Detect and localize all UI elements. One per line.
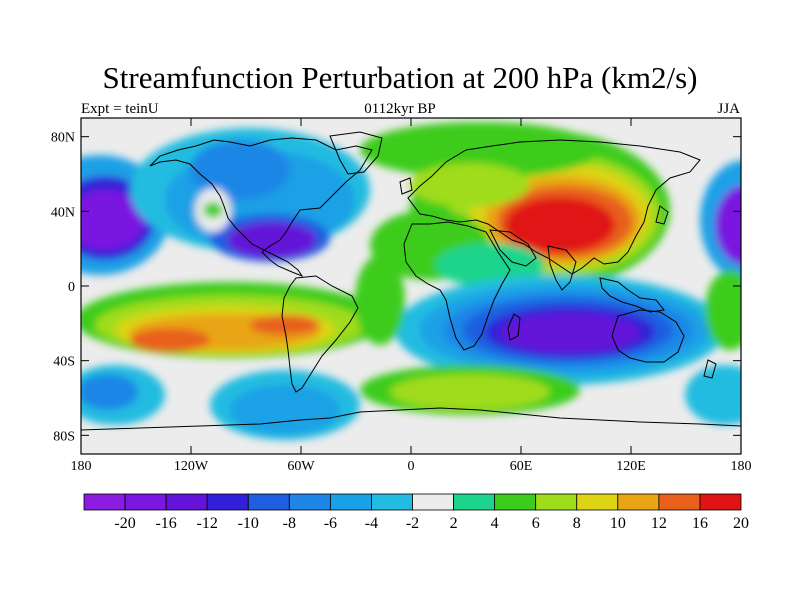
asia-high-red	[505, 197, 615, 253]
colorbar-level-label: -16	[155, 515, 176, 532]
time-label: 0112kyr BP	[364, 101, 436, 117]
map-title: Streamfunction Perturbation at 200 hPa (…	[102, 60, 698, 95]
lon-tick-label: 60E	[510, 459, 533, 474]
colorbar-swatch	[371, 493, 413, 511]
lat-tick-label: 40N	[51, 205, 75, 220]
colorbar-swatch	[247, 493, 290, 511]
colorbar-level-label: -20	[114, 515, 135, 532]
colorbar: -20 -16 -12 -10 -8 -6 -4 -2 2 4 6 8 10 12 16 20	[83, 493, 749, 532]
colorbar-swatch	[453, 493, 496, 511]
caribbean-deep	[227, 222, 317, 258]
lon-tick-label: 120W	[174, 459, 209, 474]
sh-pac-darkorange-east	[250, 315, 320, 335]
coastline-india	[547, 245, 577, 291]
canada-blue	[190, 140, 290, 200]
europe-yellowgreen	[410, 163, 530, 207]
colorbar-level-label: -12	[197, 515, 218, 532]
sh-pac-darkorange-west	[130, 328, 210, 352]
colorbar-swatch	[329, 493, 372, 511]
coastline-eurasia	[407, 139, 701, 275]
colorbar-level-label: 10	[610, 515, 626, 532]
coastline-british-isles	[399, 177, 413, 195]
experiment-label: Expt = teinU	[81, 101, 159, 117]
map-plot-area	[81, 118, 741, 454]
se-pac-low-blue	[685, 365, 741, 425]
lat-tick-label: 80S	[53, 429, 75, 444]
colorbar-level-label: -4	[365, 515, 378, 532]
npac-low-east-purple	[715, 185, 741, 265]
sio-high-yellowgreen	[390, 374, 550, 410]
colorbar-level-label: -10	[238, 515, 259, 532]
colorbar-swatch	[83, 493, 126, 511]
colorbar-level-label: -2	[406, 515, 419, 532]
colorbar-swatch	[617, 493, 660, 511]
coastline-southeast-asia	[599, 277, 665, 313]
lon-tick-label: 0	[408, 459, 415, 474]
coastlines	[81, 131, 741, 431]
npac-low-east-blue	[700, 160, 741, 280]
coastline-south-america	[281, 275, 359, 393]
colorbar-swatch	[412, 493, 454, 511]
season-label: JJA	[717, 101, 740, 117]
coastline-greenland	[329, 131, 383, 175]
coastline-japan	[655, 205, 669, 225]
axis-ticks: 80N 40N 0 40S 80S 180 120W 60W 0 60E 120E 180	[51, 118, 752, 474]
colorbar-level-label: -6	[324, 515, 337, 532]
sio-low-purple	[500, 313, 640, 353]
equatorial-green-east	[705, 270, 741, 350]
coastline-africa	[403, 221, 511, 351]
coastline-antarctica	[81, 407, 741, 431]
lon-tick-label: 180	[71, 459, 92, 474]
coastline-arabia	[489, 229, 537, 267]
pacific-green-dot	[203, 202, 223, 218]
colorbar-swatch	[288, 493, 331, 511]
antarctic-low-blue2	[230, 385, 340, 435]
colorbar-level-label: 4	[491, 515, 499, 532]
contour-field	[81, 122, 741, 440]
colorbar-swatch	[206, 493, 249, 511]
colorbar-swatch	[494, 493, 537, 511]
lat-tick-label: 80N	[51, 131, 75, 146]
nh-green-band-2	[360, 122, 600, 178]
colorbar-level-label: 6	[532, 515, 540, 532]
colorbar-swatch	[124, 493, 167, 511]
africa-teal	[435, 243, 545, 287]
colorbar-level-label: 20	[733, 515, 749, 532]
colorbar-swatch	[658, 493, 701, 511]
colorbar-level-label: 2	[450, 515, 458, 532]
npac-low-west-purple	[81, 190, 145, 250]
coastline-australia	[611, 309, 685, 363]
colorbar-swatch	[165, 493, 208, 511]
coastline-north-america	[149, 137, 373, 278]
lon-tick-label: 180	[731, 459, 752, 474]
lon-tick-label: 60W	[287, 459, 315, 474]
colorbar-level-label: 8	[573, 515, 581, 532]
colorbar-swatch	[576, 493, 619, 511]
lon-tick-label: 120E	[616, 459, 646, 474]
atlantic-eq-green	[355, 255, 405, 345]
coastline-new-zealand	[703, 359, 717, 379]
colorbar-swatch	[699, 493, 742, 511]
sw-pac-low-blue2	[81, 374, 138, 410]
lat-tick-label: 0	[68, 280, 75, 295]
colorbar-swatch	[535, 493, 578, 511]
colorbar-level-label: 12	[651, 515, 667, 532]
colorbar-level-label: -8	[283, 515, 296, 532]
colorbar-level-label: 16	[692, 515, 708, 532]
lat-tick-label: 40S	[53, 355, 75, 370]
coastline-madagascar	[507, 313, 521, 341]
